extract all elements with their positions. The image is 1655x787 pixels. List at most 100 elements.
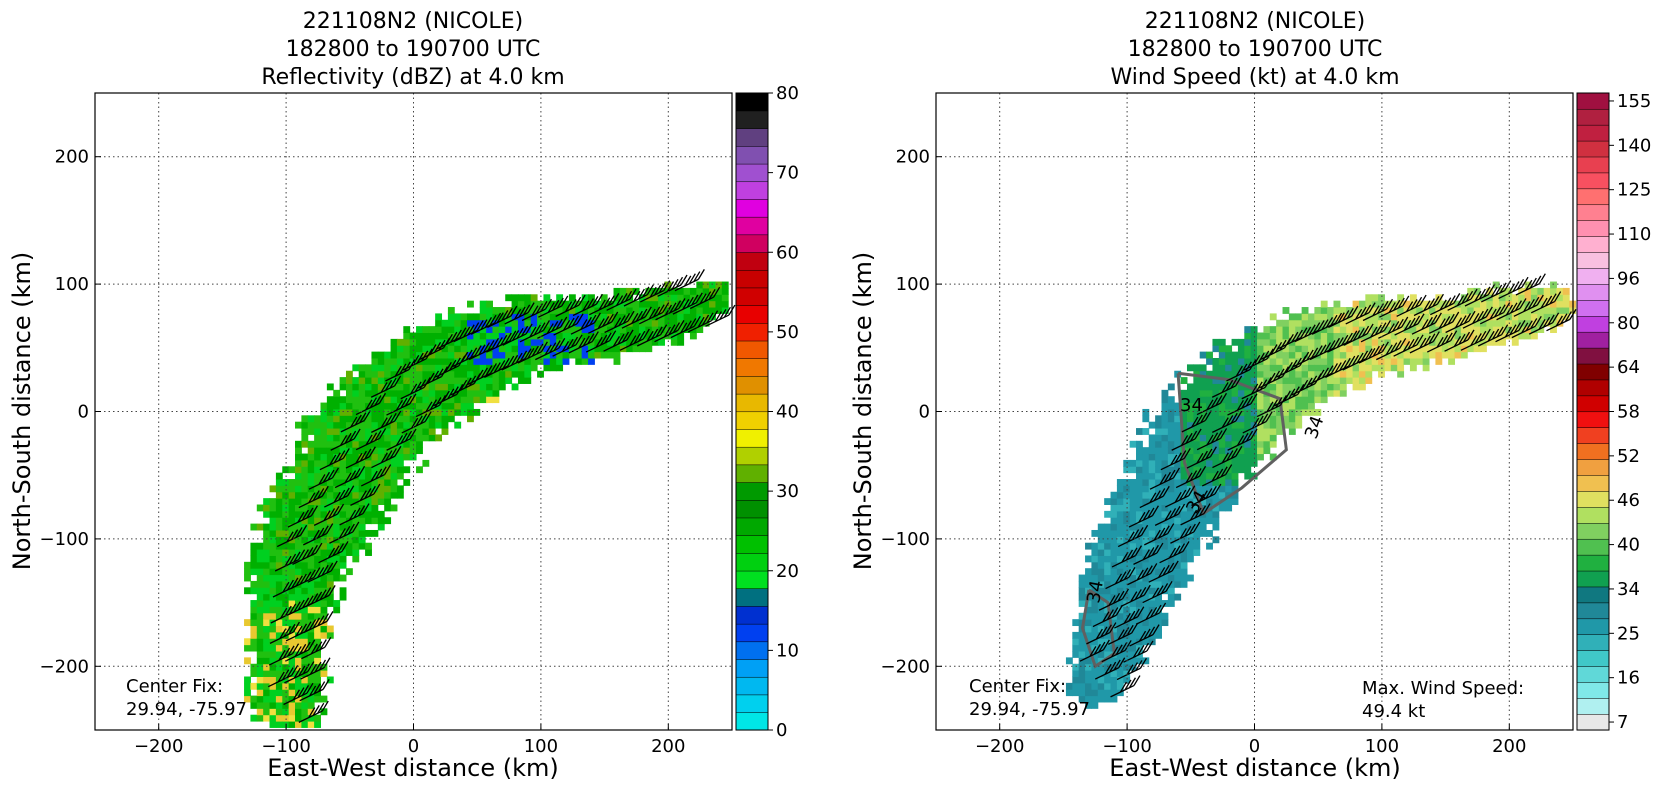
colorbar-swatch: [1576, 236, 1610, 253]
wind-speed-field: [1065, 281, 1577, 709]
colorbar-swatch: [735, 482, 769, 501]
x-tick-label: −100: [1102, 736, 1151, 757]
colorbar-swatch: [735, 517, 769, 536]
colorbar-swatch: [1576, 315, 1610, 333]
left-center-fix-value: 29.94, -75.97: [126, 699, 247, 720]
colorbar-swatch: [735, 464, 769, 483]
wind-speed-colorbar: 7 16 25 34 40 46 52 58 64 80 96 110 125 140 155: [1576, 91, 1651, 733]
colorbar-swatch: [1576, 347, 1610, 365]
contour-label-2: 34: [1301, 413, 1329, 442]
colorbar-swatch: [735, 128, 769, 147]
colorbar-tick-label: 80: [776, 83, 799, 104]
colorbar-swatch: [735, 252, 769, 271]
colorbar-swatch: [735, 375, 769, 395]
colorbar-swatch: [1576, 713, 1610, 731]
colorbar-tick-label: 46: [1617, 490, 1640, 511]
colorbar-swatch: [1576, 522, 1610, 540]
colorbar-swatch: [735, 340, 769, 359]
colorbar-swatch: [1576, 188, 1610, 206]
colorbar-swatch: [1576, 124, 1610, 142]
colorbar-swatch: [735, 676, 769, 696]
colorbar-tick-label: 155: [1617, 91, 1651, 112]
colorbar-tick-label: 30: [776, 481, 799, 502]
colorbar-tick-label: 10: [776, 640, 799, 661]
colorbar-tick-label: 40: [776, 402, 799, 423]
left-title-line-2: 182800 to 190700 UTC: [286, 37, 541, 62]
colorbar-swatch: [735, 623, 769, 643]
right-center-fix-label: Center Fix:: [969, 676, 1066, 697]
wind-speed-panel: 221108N2 (NICOLE) 182800 to 190700 UTC W…: [849, 9, 1651, 782]
colorbar-swatch: [735, 411, 769, 430]
colorbar-swatch: [1576, 299, 1610, 317]
y-tick-label: −200: [881, 656, 930, 677]
colorbar-swatch: [735, 145, 769, 165]
colorbar-swatch: [1576, 650, 1610, 667]
colorbar-swatch: [1576, 267, 1610, 285]
colorbar-swatch: [1576, 204, 1610, 221]
colorbar-swatch: [735, 163, 769, 183]
y-tick-label: −100: [40, 529, 89, 550]
colorbar-swatch: [1576, 108, 1610, 126]
right-x-axis-label: East-West distance (km): [1109, 754, 1400, 782]
colorbar-swatch: [735, 110, 769, 129]
colorbar-swatch: [735, 535, 769, 554]
contour-label-1: 34: [1180, 395, 1203, 416]
right-title-line-3: Wind Speed (kt) at 4.0 km: [1110, 65, 1399, 90]
colorbar-swatch: [735, 322, 769, 342]
colorbar-swatch: [735, 393, 769, 413]
x-tick-label: 100: [1365, 736, 1399, 757]
colorbar-tick-label: 80: [1617, 313, 1640, 334]
colorbar-tick-label: 0: [776, 720, 787, 741]
y-tick-label: 0: [78, 402, 89, 423]
colorbar-swatch: [735, 446, 769, 466]
left-x-axis-label: East-West distance (km): [267, 754, 558, 782]
colorbar-tick-label: 96: [1617, 268, 1640, 289]
colorbar-swatch: [1576, 634, 1610, 651]
left-center-fix-label: Center Fix:: [126, 676, 223, 697]
colorbar-swatch: [1576, 427, 1610, 444]
right-title-line-2: 182800 to 190700 UTC: [1128, 37, 1383, 62]
colorbar-swatch: [1576, 395, 1610, 413]
colorbar-swatch: [1576, 379, 1610, 397]
colorbar-tick-label: 58: [1617, 402, 1640, 423]
colorbar-swatch: [735, 499, 769, 519]
colorbar-swatch: [1576, 220, 1610, 237]
colorbar-swatch: [1576, 618, 1610, 636]
wind-barbs-left: [267, 269, 736, 723]
colorbar-swatch: [1576, 474, 1610, 492]
colorbar-tick-label: 60: [776, 242, 799, 263]
colorbar-tick-label: 7: [1617, 712, 1628, 733]
colorbar-swatch: [735, 234, 769, 253]
colorbar-swatch: [1576, 490, 1610, 508]
colorbar-swatch: [1576, 92, 1610, 110]
right-ticks: −200 −100 0 100 200 −200 −100 0 100 200: [881, 147, 1527, 757]
colorbar-swatch: [1576, 666, 1610, 683]
colorbar-swatch: [735, 712, 769, 731]
y-tick-label: 200: [896, 147, 930, 168]
colorbar-swatch: [1576, 586, 1610, 604]
colorbar-swatch: [1576, 363, 1610, 381]
x-tick-label: 200: [1492, 736, 1526, 757]
colorbar-swatch: [1576, 602, 1610, 620]
x-tick-label: 0: [1249, 736, 1260, 757]
colorbar-tick-label: 25: [1617, 623, 1640, 644]
x-tick-label: −100: [261, 736, 310, 757]
colorbar-tick-label: 50: [776, 322, 799, 343]
y-tick-label: 100: [55, 274, 89, 295]
colorbar-swatch: [1576, 506, 1610, 524]
x-tick-label: 100: [524, 736, 558, 757]
colorbar-swatch: [735, 570, 769, 589]
colorbar-swatch: [1576, 156, 1610, 174]
colorbar-swatch: [735, 641, 769, 660]
x-tick-label: −200: [134, 736, 183, 757]
y-tick-label: 200: [55, 147, 89, 168]
colorbar-swatch: [735, 588, 769, 607]
colorbar-swatch: [1576, 172, 1610, 190]
left-ticks: −200 −100 0 100 200 −200 −100 0 100 200: [40, 147, 686, 757]
colorbar-swatch: [1576, 331, 1610, 349]
colorbar-swatch: [735, 552, 769, 572]
colorbar-tick-label: 110: [1617, 224, 1651, 245]
colorbar-swatch: [1576, 411, 1610, 428]
colorbar-swatch: [735, 694, 769, 713]
